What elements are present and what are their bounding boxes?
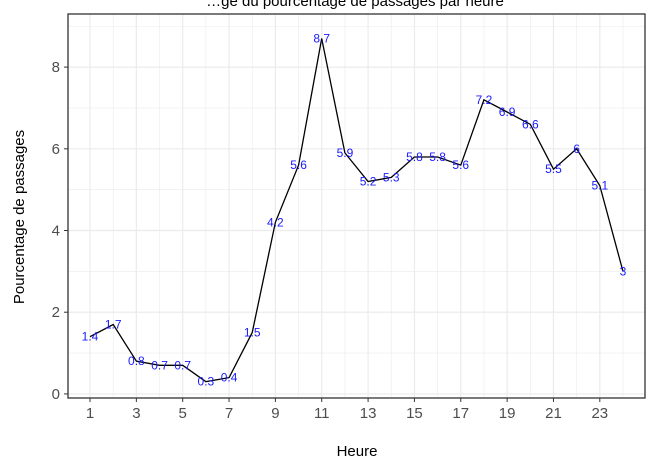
data-label: 5.3 <box>383 170 400 184</box>
data-label: 0.7 <box>151 358 168 372</box>
x-tick-label: 15 <box>406 405 423 422</box>
x-tick-label: 17 <box>452 405 469 422</box>
x-tick-label: 23 <box>591 405 608 422</box>
data-label: 6.6 <box>522 117 539 131</box>
y-tick-label: 4 <box>52 223 60 240</box>
y-tick-label: 6 <box>52 141 60 158</box>
y-axis: 0 2 4 6 8 <box>52 59 68 403</box>
data-label: 0.7 <box>174 358 191 372</box>
x-tick-label: 1 <box>86 405 94 422</box>
x-tick-label: 7 <box>225 405 233 422</box>
data-label: 4.2 <box>267 215 284 229</box>
x-axis: 1 3 5 7 9 11 13 15 17 19 21 23 <box>86 398 608 422</box>
grid-lines <box>68 14 645 398</box>
data-label: 8.7 <box>313 32 330 46</box>
data-label: 1.7 <box>105 317 122 331</box>
y-axis-title: Pourcentage de passages <box>11 130 28 304</box>
data-label: 1.5 <box>244 326 261 340</box>
chart-title: …ge du pourcentage de passages par heure <box>206 0 504 10</box>
x-tick-label: 19 <box>499 405 516 422</box>
data-label: 5.8 <box>406 150 423 164</box>
x-tick-label: 21 <box>545 405 562 422</box>
data-label: 5.2 <box>360 174 377 188</box>
data-label: 5.6 <box>452 158 469 172</box>
plot-panel <box>68 14 645 398</box>
data-label: 1.4 <box>82 330 99 344</box>
data-label: 0.4 <box>221 371 238 385</box>
data-label: 0.8 <box>128 354 145 368</box>
data-label: 5.5 <box>545 162 562 176</box>
y-tick-label: 2 <box>52 304 60 321</box>
data-label: 6 <box>573 142 580 156</box>
data-label: 7.2 <box>476 93 493 107</box>
x-tick-label: 9 <box>271 405 279 422</box>
x-tick-label: 11 <box>314 405 330 422</box>
x-tick-label: 13 <box>360 405 377 422</box>
data-label: 5.8 <box>429 150 446 164</box>
x-tick-label: 3 <box>132 405 140 422</box>
data-label: 3 <box>620 264 627 278</box>
data-label: 6.9 <box>499 105 516 119</box>
x-tick-label: 5 <box>179 405 187 422</box>
y-tick-label: 0 <box>52 386 60 403</box>
data-label: 5.6 <box>290 158 307 172</box>
data-label: 5.9 <box>337 146 354 160</box>
data-label: 0.3 <box>198 375 215 389</box>
data-label: 5.1 <box>591 179 608 193</box>
x-axis-title: Heure <box>337 443 378 460</box>
y-tick-label: 8 <box>52 59 60 76</box>
